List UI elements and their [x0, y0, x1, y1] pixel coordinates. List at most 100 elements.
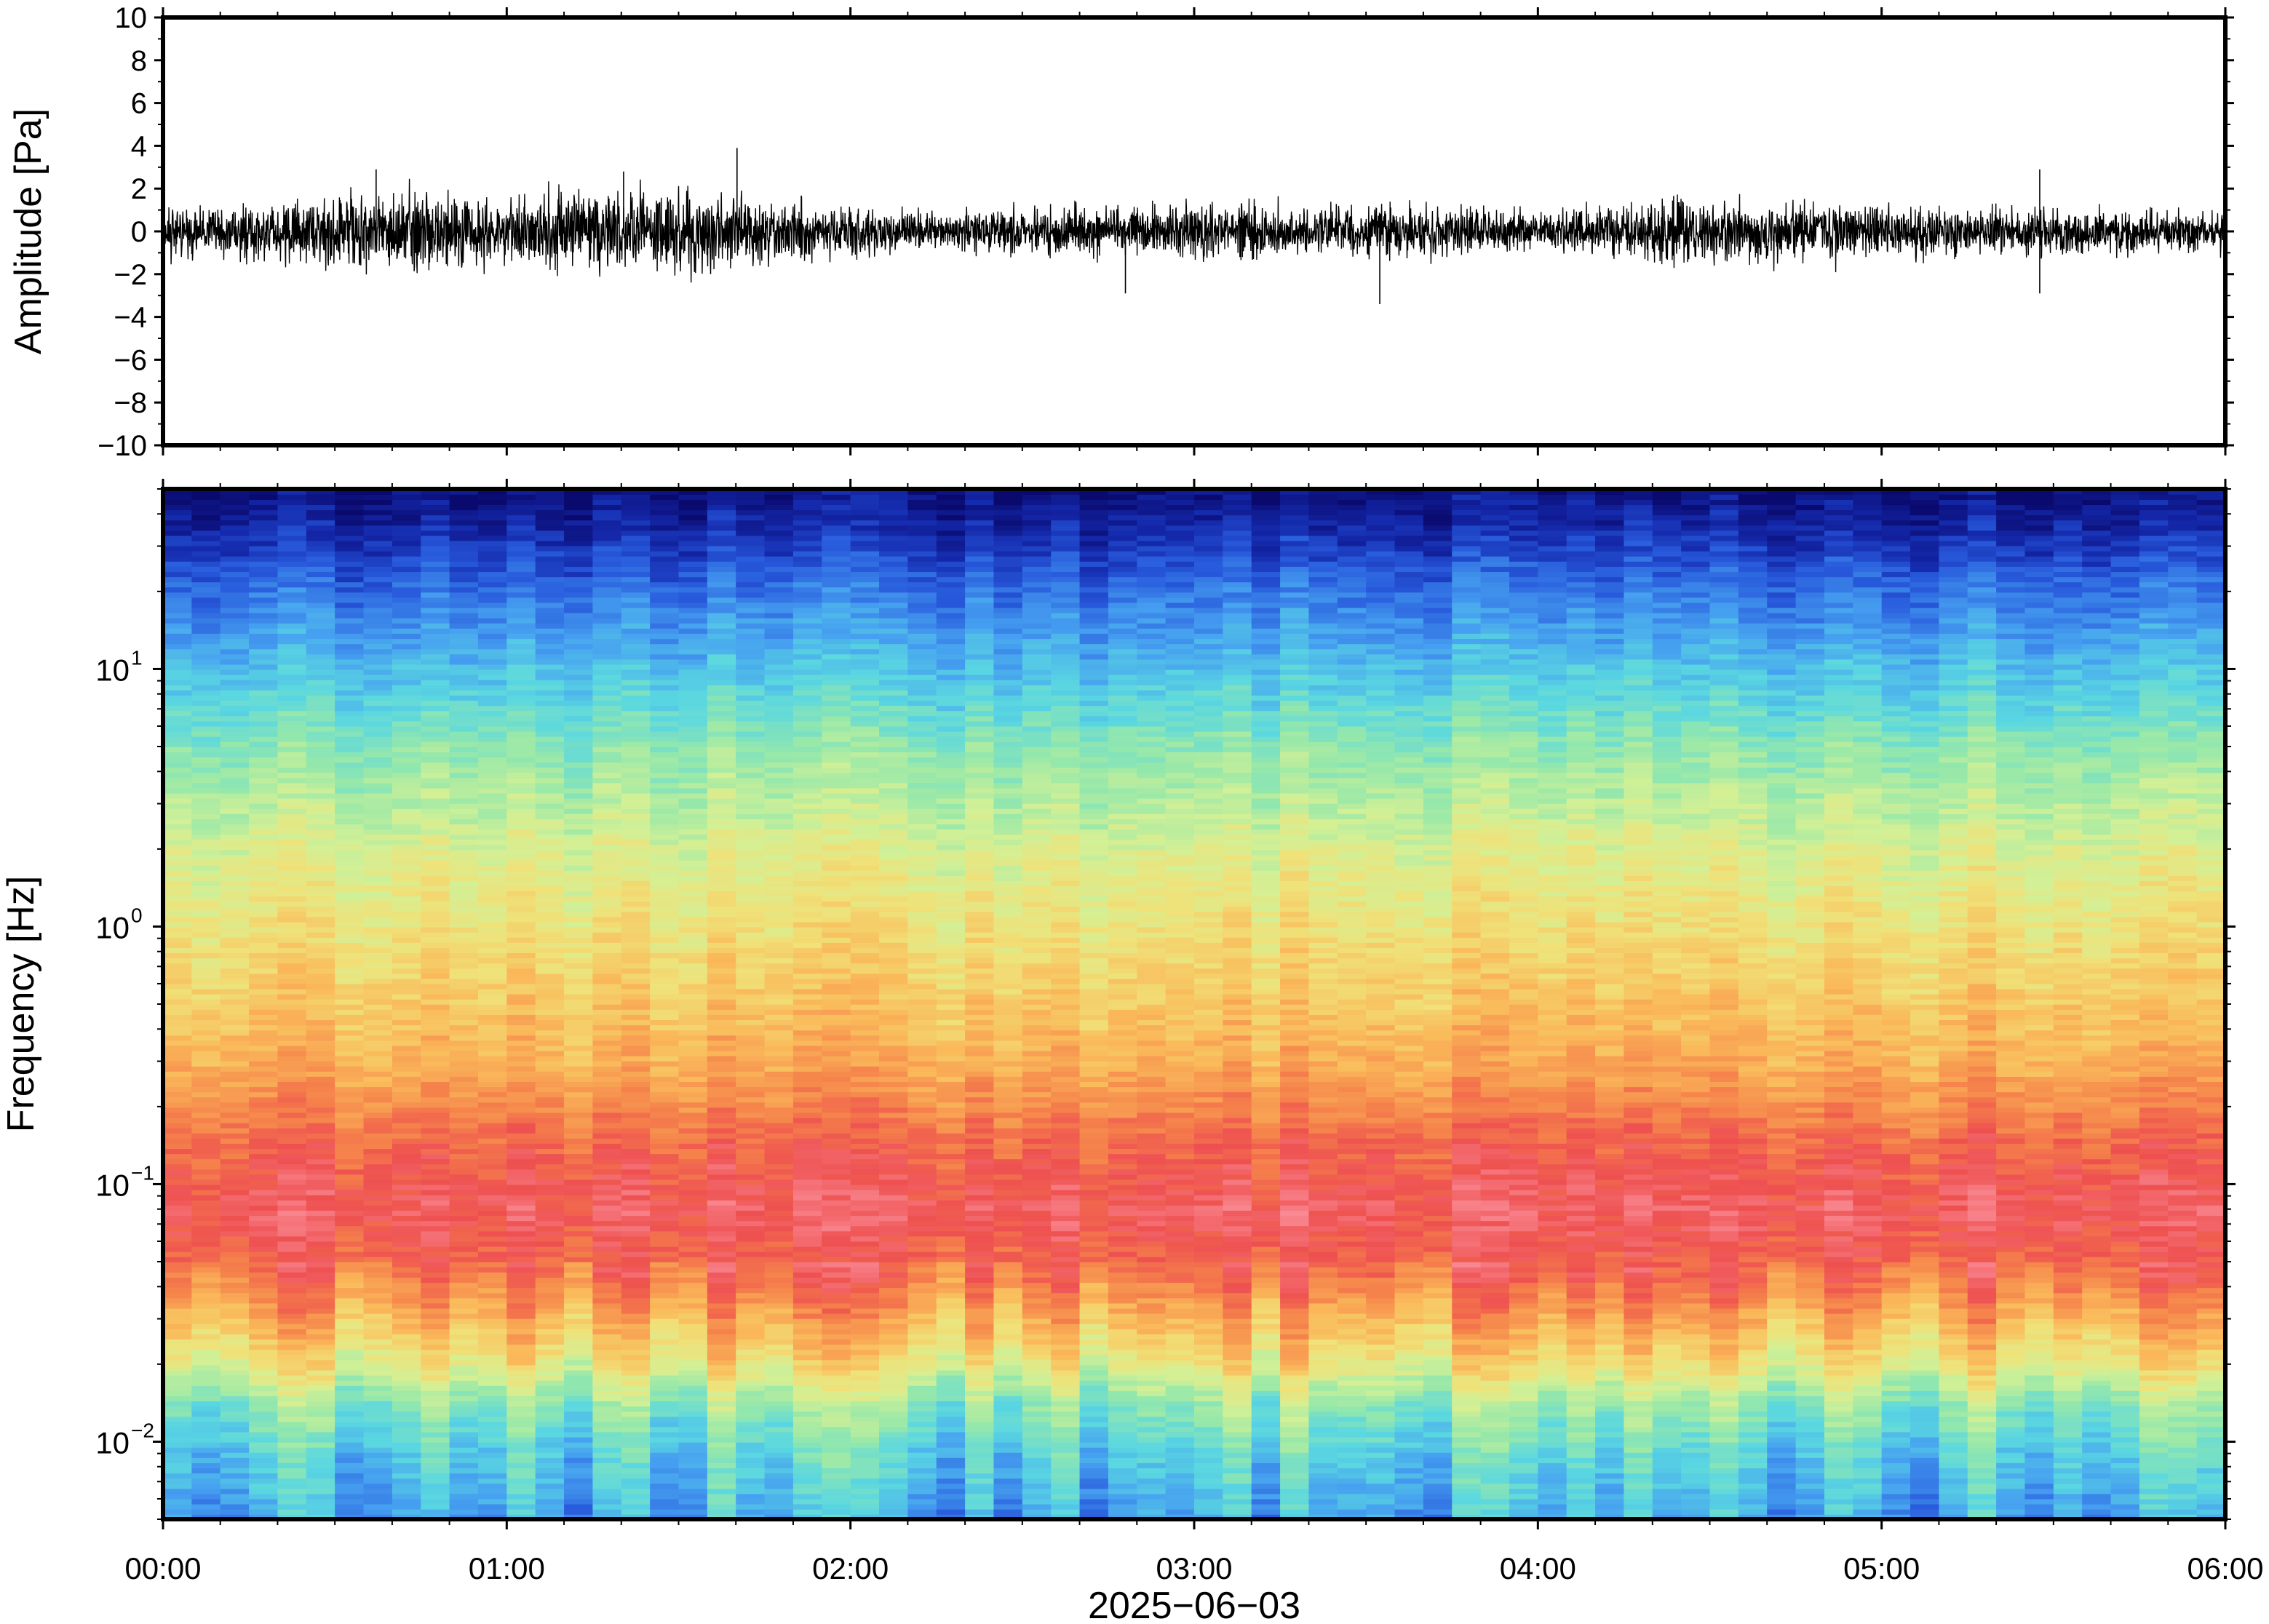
- spectrogram-cell: [363, 1009, 393, 1015]
- spectrogram-cell: [392, 1452, 422, 1458]
- spectrogram-cell: [335, 1241, 365, 1247]
- spectrogram-cell: [191, 685, 221, 690]
- spectrogram-cell: [707, 715, 737, 722]
- spectrogram-cell: [506, 829, 536, 835]
- spectrogram-cell: [850, 1339, 880, 1345]
- spectrogram-cell: [335, 767, 365, 773]
- spectrogram-cell: [822, 1473, 851, 1479]
- spectrogram-cell: [277, 1102, 307, 1108]
- spectrogram-cell: [678, 849, 708, 856]
- spectrogram-cell: [850, 1385, 880, 1391]
- spectrogram-cell: [621, 685, 651, 690]
- spectrogram-cell: [191, 1441, 221, 1448]
- spectrogram-cell: [592, 571, 622, 578]
- spectrogram-cell: [650, 561, 680, 567]
- spectrogram-cell: [277, 1488, 307, 1494]
- spectrogram-cell: [220, 963, 250, 969]
- spectrogram-cell: [592, 1251, 622, 1257]
- spectrogram-cell: [822, 561, 851, 567]
- spectrogram-cell: [392, 1354, 422, 1361]
- spectrogram-cell: [363, 926, 393, 933]
- spectrogram-cell: [506, 1194, 536, 1201]
- spectrogram-cell: [335, 1468, 365, 1474]
- spectrogram-cell: [191, 638, 221, 645]
- spectrogram-cell: [592, 1473, 622, 1479]
- spectrogram-cell: [191, 1323, 221, 1329]
- spectrogram-cell: [707, 720, 737, 727]
- spectrogram-cell: [277, 1081, 307, 1088]
- spectrogram-cell: [564, 767, 594, 773]
- spectrogram-cell: [792, 1014, 823, 1021]
- spectrogram-cell: [220, 1035, 250, 1041]
- spectrogram-cell: [363, 1076, 393, 1082]
- spectrogram-cell: [621, 1508, 651, 1515]
- spectrogram-cell: [249, 854, 279, 861]
- spectrogram-cell: [392, 679, 422, 685]
- spectrogram-cell: [822, 875, 851, 881]
- spectrogram-cell: [736, 1030, 766, 1036]
- spectrogram-cell: [220, 1307, 250, 1314]
- spectrogram-cell: [163, 891, 193, 897]
- spectrogram-cell: [220, 1055, 250, 1062]
- spectrogram-cell: [449, 1081, 479, 1088]
- spectrogram-cell: [306, 535, 335, 541]
- spectrogram-cell: [621, 710, 651, 717]
- spectrogram-cell: [363, 1513, 393, 1519]
- spectrogram-cell: [477, 1184, 508, 1190]
- spectrogram-cell: [392, 1297, 422, 1304]
- spectrogram-cell: [249, 525, 279, 531]
- spectrogram-cell: [249, 1282, 279, 1289]
- spectrogram-cell: [363, 958, 393, 964]
- spectrogram-cell: [678, 839, 708, 845]
- spectrogram-cell: [392, 926, 422, 933]
- spectrogram-cell: [792, 1488, 823, 1494]
- spectrogram-cell: [249, 885, 279, 892]
- spectrogram-cell: [707, 973, 737, 979]
- spectrogram-cell: [277, 1287, 307, 1294]
- spectrogram-cell: [792, 963, 823, 969]
- spectrogram-cell: [363, 1307, 393, 1314]
- spectrogram-cell: [564, 725, 594, 732]
- spectrogram-cell: [506, 772, 536, 779]
- spectrogram-cell: [306, 1436, 335, 1443]
- spectrogram-cell: [220, 926, 250, 933]
- spectrogram-cell: [678, 1174, 708, 1180]
- spectrogram-cell: [792, 854, 823, 861]
- spectrogram-cell: [392, 525, 422, 531]
- spectrogram-cell: [363, 808, 393, 814]
- spectrogram-cell: [764, 1302, 794, 1309]
- spectrogram-cell: [736, 494, 766, 500]
- spectrogram-cell: [707, 638, 737, 645]
- spectrogram-cell: [564, 1406, 594, 1412]
- spectrogram-cell: [220, 509, 250, 516]
- spectrogram-cell: [564, 747, 594, 752]
- spectrogram-cell: [277, 1349, 307, 1356]
- spectrogram-cell: [792, 1416, 823, 1422]
- spectrogram-cell: [363, 530, 393, 536]
- spectrogram-cell: [592, 808, 622, 814]
- spectrogram-cell: [249, 628, 279, 634]
- spectrogram-cell: [592, 968, 622, 974]
- spectrogram-cell: [277, 864, 307, 871]
- spectrogram-cell: [249, 1230, 279, 1237]
- spectrogram-cell: [306, 978, 335, 984]
- spectrogram-cell: [650, 623, 680, 629]
- spectrogram-cell: [650, 829, 680, 835]
- spectrogram-cell: [392, 571, 422, 578]
- spectrogram-cell: [163, 576, 193, 583]
- spectrogram-cell: [535, 1225, 565, 1232]
- spectrogram-cell: [707, 1071, 737, 1077]
- spectrogram-cell: [764, 1441, 794, 1448]
- spectrogram-cell: [592, 705, 622, 712]
- spectrogram-cell: [477, 1158, 508, 1165]
- spectrogram-cell: [477, 1344, 508, 1350]
- spectrogram-cell: [650, 1251, 680, 1257]
- spectrogram-cell: [822, 566, 851, 573]
- spectrogram-cell: [163, 1086, 193, 1093]
- spectrogram-cell: [736, 1133, 766, 1139]
- spectrogram-cell: [736, 623, 766, 629]
- spectrogram-cell: [535, 1246, 565, 1252]
- spectrogram-cell: [592, 1369, 622, 1376]
- spectrogram-cell: [306, 1030, 335, 1036]
- spectrogram-cell: [736, 1498, 766, 1505]
